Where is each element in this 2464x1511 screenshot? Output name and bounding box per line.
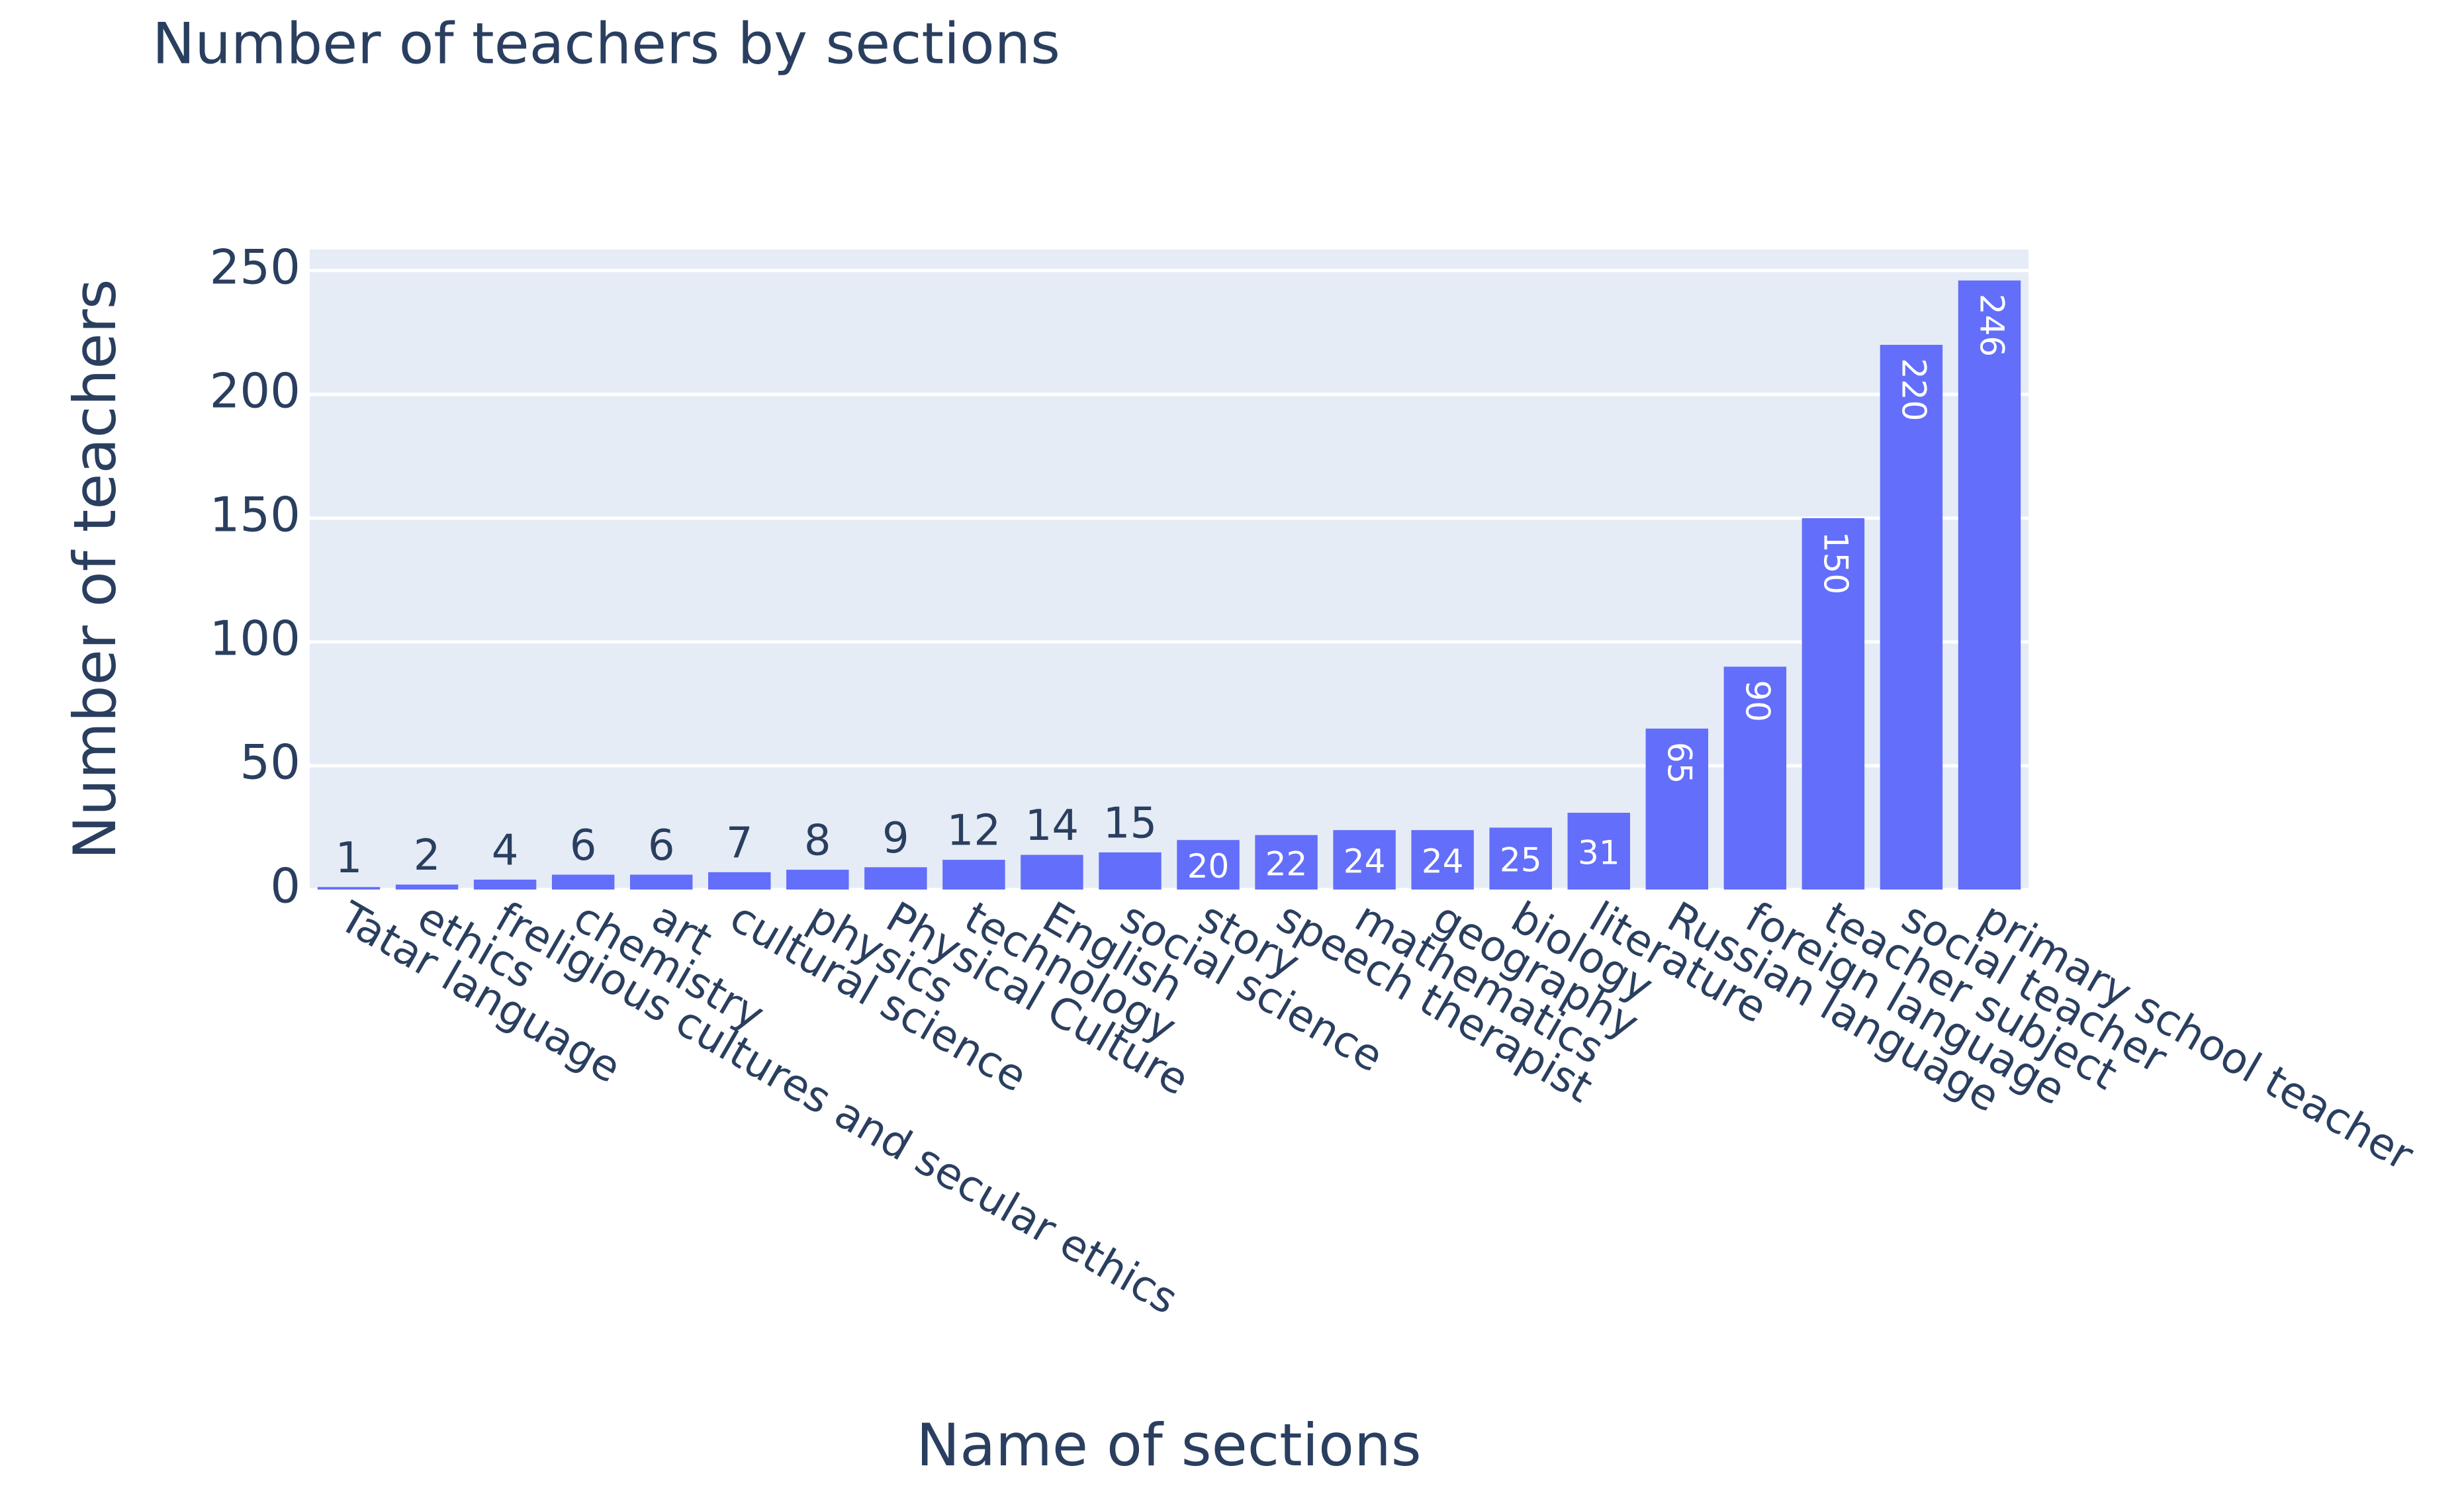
bar — [1802, 518, 1865, 890]
bar — [1333, 830, 1396, 890]
y-axis-title: Number of teachers — [61, 279, 129, 859]
y-tick-label: 100 — [210, 610, 300, 666]
bar — [1021, 854, 1083, 890]
value-label: 6 — [648, 821, 675, 870]
bar — [473, 880, 537, 890]
bar — [1958, 280, 2021, 890]
value-label: 65 — [1660, 742, 1698, 784]
bar — [708, 872, 771, 890]
bar — [1255, 835, 1318, 890]
value-label: 25 — [1500, 841, 1542, 880]
value-label: 15 — [1103, 799, 1157, 848]
bar — [786, 870, 849, 890]
bar — [1489, 827, 1552, 890]
bar — [1099, 852, 1162, 890]
y-tick-label: 50 — [240, 734, 300, 790]
value-label: 6 — [570, 821, 597, 870]
y-tick-label: 150 — [210, 486, 300, 542]
value-label: 4 — [492, 827, 519, 876]
y-tick-label: 200 — [210, 363, 300, 418]
y-tick-label: 250 — [210, 239, 300, 295]
value-label: 1 — [336, 834, 363, 883]
bar — [317, 887, 381, 890]
value-label: 8 — [804, 817, 831, 866]
bar — [1645, 728, 1709, 890]
bar — [395, 884, 459, 890]
x-axis-title: Name of sections — [916, 1411, 1421, 1479]
value-label: 90 — [1738, 680, 1776, 722]
value-label: 20 — [1187, 847, 1230, 886]
value-label: 24 — [1344, 843, 1386, 881]
value-label: 9 — [882, 814, 909, 863]
value-label: 246 — [1972, 294, 2011, 357]
value-label: 220 — [1894, 358, 1933, 421]
value-label: 150 — [1816, 531, 1854, 594]
value-label: 22 — [1265, 845, 1308, 883]
bar — [1880, 345, 1943, 890]
bar — [1567, 813, 1630, 890]
value-label: 7 — [726, 819, 753, 868]
bar — [1177, 840, 1240, 890]
bar — [1723, 666, 1787, 890]
bar — [551, 874, 615, 890]
value-label: 14 — [1025, 801, 1079, 850]
chart-title: Number of teachers by sections — [152, 11, 1060, 77]
value-label: 12 — [947, 807, 1001, 856]
bar — [942, 860, 1005, 890]
bar — [1411, 830, 1474, 890]
value-label: 31 — [1578, 834, 1620, 872]
bar — [864, 867, 927, 890]
value-label: 2 — [414, 831, 441, 880]
value-label: 24 — [1422, 843, 1464, 881]
bar — [629, 874, 693, 890]
y-tick-label: 0 — [270, 858, 300, 914]
